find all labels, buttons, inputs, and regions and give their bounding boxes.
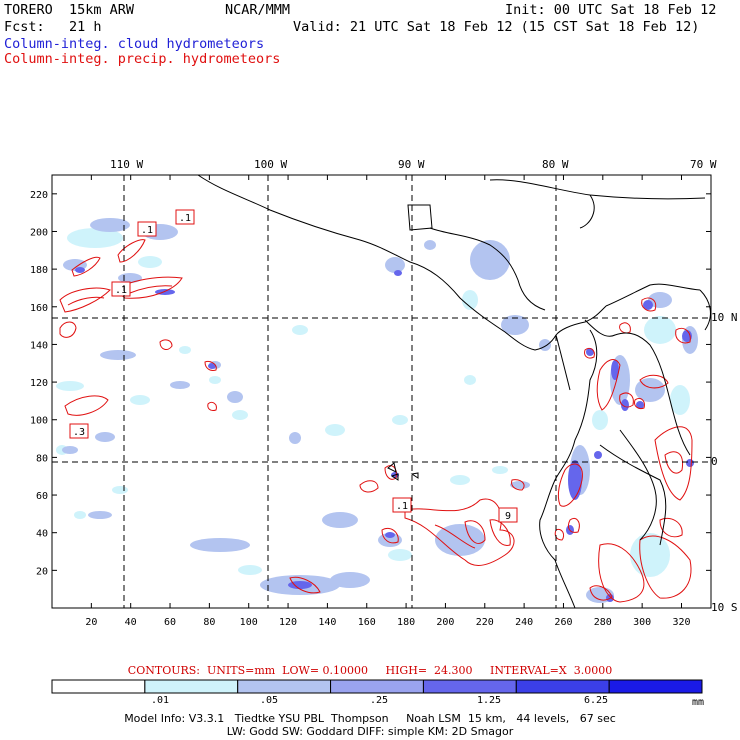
- colorbar-label-005: .05: [260, 695, 279, 706]
- model-info-line2: LW: Godd SW: Goddard DIFF: simple KM: 2D…: [226, 725, 514, 738]
- contour-label-box: [175, 209, 195, 225]
- coastlines: [197, 174, 711, 609]
- x-tick-label: 220: [476, 617, 494, 628]
- y-tick-label: 160: [30, 303, 48, 314]
- y-tick-label: 180: [30, 265, 48, 276]
- forecast-hour: Fcst: 21 h: [4, 19, 102, 35]
- colorbar: [51, 679, 703, 694]
- axis-tick-labels: 220 200 180 160 140 120 100 80 60 40 20 20 40 60 80 100…: [30, 190, 691, 628]
- y-tick-label: 120: [30, 378, 48, 389]
- x-tick-label: 140: [318, 617, 336, 628]
- contour-label: .3: [73, 427, 85, 438]
- org-label: NCAR/MMM: [225, 2, 291, 18]
- colorbar-label-025: .25: [370, 695, 389, 706]
- lon-label-80w: 80 W: [542, 158, 569, 171]
- contour-label: .1: [141, 225, 153, 236]
- x-tick-label: 160: [358, 617, 376, 628]
- x-tick-label: 120: [279, 617, 297, 628]
- y-tick-label: 140: [30, 340, 48, 351]
- colorbar-units: mm: [692, 697, 705, 708]
- y-tick-label: 20: [36, 566, 48, 577]
- y-tick-label: 40: [36, 529, 48, 540]
- lon-label-100w: 100 W: [254, 158, 288, 171]
- contour-label-box: [392, 497, 412, 513]
- y-tick-label: 80: [36, 453, 48, 464]
- field-precip-label: Column-integ. precip. hydrometeors: [4, 51, 281, 67]
- model-title: TORERO 15km ARW: [4, 2, 135, 18]
- x-tick-label: 80: [203, 617, 215, 628]
- contour-label: .1: [115, 285, 127, 296]
- colorbar-segment: [422, 679, 517, 694]
- colorbar-segment: [237, 679, 332, 694]
- map-frame: [51, 174, 712, 609]
- x-tick-label: 240: [515, 617, 533, 628]
- model-info-line1: Model Info: V3.3.1 Tiedtke YSU PBL Thomp…: [124, 712, 616, 725]
- colorbar-label-001: .01: [151, 695, 170, 706]
- x-tick-label: 200: [436, 617, 454, 628]
- colorbar-segment: [608, 679, 703, 694]
- valid-time: Valid: 21 UTC Sat 18 Feb 12 (15 CST Sat …: [293, 19, 700, 35]
- lon-label-110w: 110 W: [110, 158, 144, 171]
- y-tick-label: 100: [30, 416, 48, 427]
- colorbar-label-625: 6.25: [584, 695, 609, 706]
- precip-contours: [59, 239, 693, 603]
- colorbar-label-125: 1.25: [477, 695, 502, 706]
- colorbar-segment: [144, 679, 239, 694]
- field-cloud-label: Column-integ. cloud hydrometeors: [4, 36, 265, 52]
- lon-label-90w: 90 W: [398, 158, 425, 171]
- x-tick-label: 40: [125, 617, 137, 628]
- contour-label: .1: [396, 501, 408, 512]
- lat-label-10s: 10 S: [711, 601, 738, 614]
- contour-label-box: [137, 221, 157, 237]
- lon-label-70w: 70 W: [690, 158, 717, 171]
- x-tick-label: 260: [554, 617, 572, 628]
- colorbar-segment: [515, 679, 610, 694]
- axis-ticks: [52, 175, 711, 608]
- contour-label-box: [69, 423, 89, 439]
- contours-info: CONTOURS: UNITS=mm LOW= 0.10000 HIGH= 24…: [127, 664, 613, 677]
- contour-label-box: [111, 281, 131, 297]
- contour-label: .1: [179, 213, 191, 224]
- colorbar-segment: [51, 679, 146, 694]
- init-time: Init: 00 UTC Sat 18 Feb 12: [505, 2, 717, 18]
- y-tick-label: 60: [36, 491, 48, 502]
- y-tick-label: 220: [30, 190, 48, 201]
- x-tick-label: 100: [240, 617, 258, 628]
- lat-label-10n: 10 N: [711, 311, 738, 324]
- latlon-grid: [52, 175, 711, 608]
- contour-label-group: .1 .1 .1 .3 .1 9: [69, 209, 518, 523]
- colorbar-segment: [330, 679, 424, 694]
- cloud-shading: [56, 218, 698, 603]
- lat-label-0: 0: [711, 455, 718, 468]
- contour-label: 9: [505, 511, 511, 522]
- x-tick-label: 180: [397, 617, 415, 628]
- contour-label-box: [498, 507, 518, 523]
- x-tick-label: 20: [85, 617, 97, 628]
- x-tick-label: 320: [672, 617, 690, 628]
- x-tick-label: 280: [594, 617, 612, 628]
- x-tick-label: 60: [164, 617, 176, 628]
- y-tick-label: 200: [30, 227, 48, 238]
- x-tick-label: 300: [633, 617, 651, 628]
